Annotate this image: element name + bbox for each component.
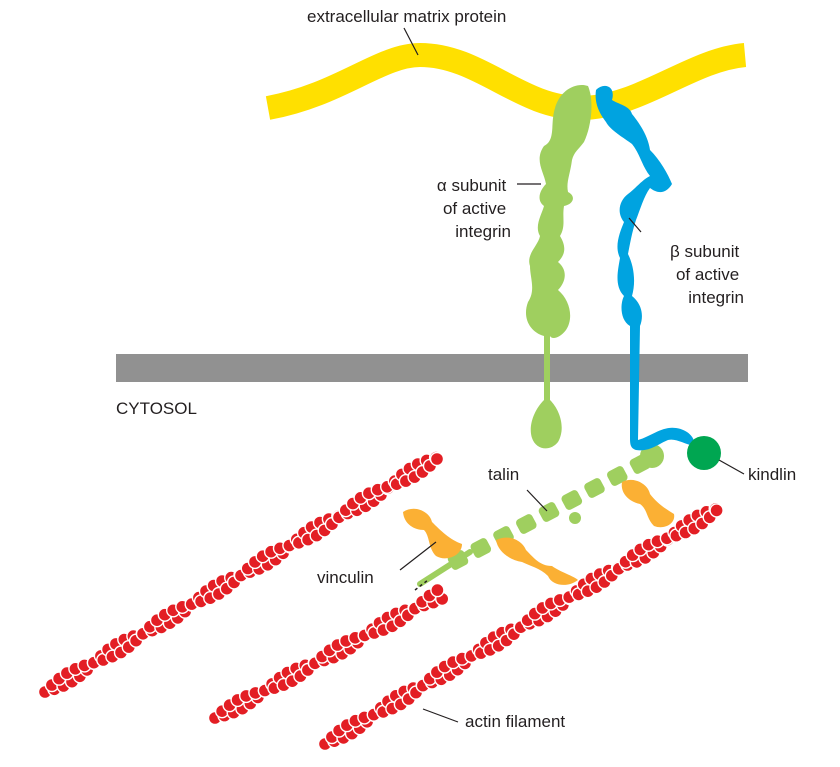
actin-monomer	[709, 503, 724, 518]
vinculin-1	[403, 508, 462, 559]
label-vinculin: vinculin	[317, 568, 374, 587]
talin-domain	[584, 478, 605, 498]
label-alpha-subunit: α subunit of active integrin	[437, 176, 511, 241]
talin-domain	[561, 490, 583, 510]
leader-kindlin	[718, 459, 745, 475]
actin-monomer	[429, 451, 445, 467]
ecm-protein-fiber	[265, 42, 747, 121]
kindlin-protein	[687, 436, 721, 470]
talin-domain	[607, 466, 628, 486]
leader-lines	[399, 27, 745, 723]
beta-integrin-subunit	[595, 85, 695, 451]
talin-domain	[516, 514, 537, 534]
plasma-membrane	[116, 354, 748, 382]
vinculin-3	[621, 479, 675, 528]
vinculin-2	[496, 537, 578, 585]
leader-actin	[422, 708, 459, 723]
label-actin-filament: actin filament	[465, 712, 565, 731]
actin-filament-1	[37, 450, 445, 700]
actin-filaments	[37, 450, 724, 752]
talin-domain	[470, 538, 492, 558]
vinculin-molecules	[403, 479, 675, 585]
leader-vinculin	[399, 541, 437, 571]
leader-ecm	[403, 27, 419, 56]
label-kindlin: kindlin	[748, 465, 796, 484]
label-beta-subunit: β subunit of active integrin	[670, 242, 744, 307]
actin-filament-2	[207, 582, 450, 726]
alpha-integrin-subunit	[525, 84, 592, 449]
label-ecm-protein: extracellular matrix protein	[307, 7, 506, 26]
label-talin: talin	[488, 465, 519, 484]
actin-monomer	[430, 582, 445, 598]
label-cytosol: CYTOSOL	[116, 399, 197, 418]
actin-filament-3	[317, 501, 724, 752]
leader-beta	[628, 217, 642, 233]
leader-talin	[526, 489, 548, 512]
